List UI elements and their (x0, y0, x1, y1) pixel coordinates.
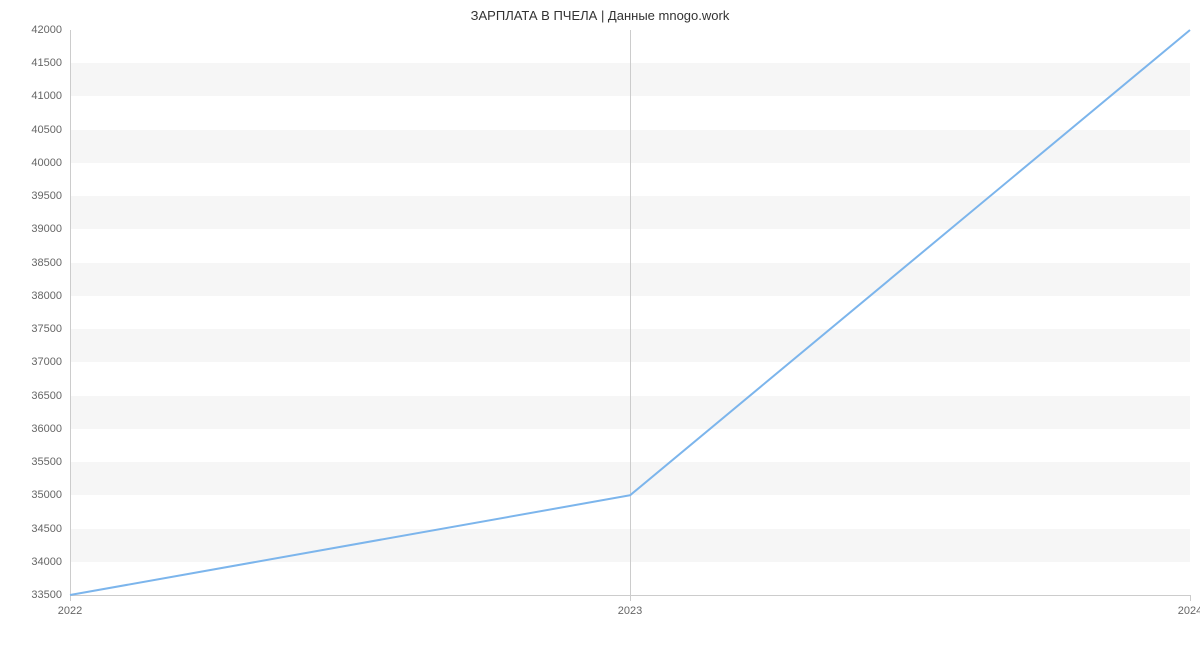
x-tick-label: 2024 (1178, 605, 1200, 617)
y-tick-label: 39500 (22, 190, 62, 202)
y-tick-label: 38500 (22, 257, 62, 269)
y-tick-label: 35500 (22, 456, 62, 468)
x-tick-mark (630, 595, 631, 601)
y-tick-label: 37000 (22, 356, 62, 368)
y-tick-label: 37500 (22, 323, 62, 335)
chart-title: ЗАРПЛАТА В ПЧЕЛА | Данные mnogo.work (0, 0, 1200, 23)
salary-line-chart: ЗАРПЛАТА В ПЧЕЛА | Данные mnogo.work 335… (0, 0, 1200, 650)
y-tick-label: 33500 (22, 589, 62, 601)
y-tick-label: 34500 (22, 523, 62, 535)
y-tick-label: 42000 (22, 24, 62, 36)
y-tick-label: 40000 (22, 157, 62, 169)
y-tick-label: 39000 (22, 223, 62, 235)
y-tick-label: 40500 (22, 124, 62, 136)
y-tick-label: 38000 (22, 290, 62, 302)
y-tick-label: 41500 (22, 57, 62, 69)
y-tick-label: 36000 (22, 423, 62, 435)
y-tick-label: 36500 (22, 390, 62, 402)
x-tick-label: 2022 (58, 605, 82, 617)
series-line-salary (70, 30, 1190, 595)
y-tick-label: 41000 (22, 90, 62, 102)
x-tick-mark (1190, 595, 1191, 601)
y-tick-label: 34000 (22, 556, 62, 568)
x-tick-label: 2023 (618, 605, 642, 617)
series-layer (70, 30, 1190, 595)
y-tick-label: 35000 (22, 489, 62, 501)
plot-area: 3350034000345003500035500360003650037000… (70, 30, 1190, 595)
